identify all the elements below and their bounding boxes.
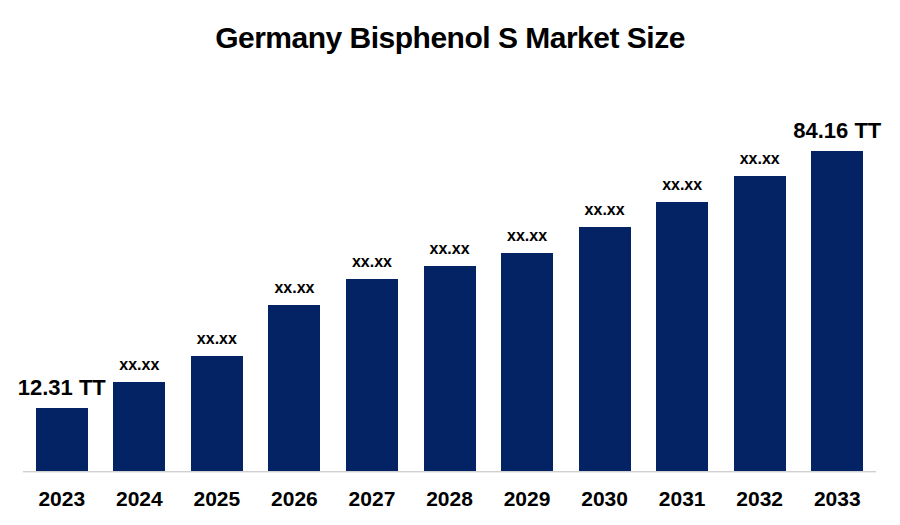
bar-value-label-2031: xx.xx <box>662 176 702 194</box>
bar-column-2027: xx.xx <box>333 253 411 471</box>
x-tick-2030: 2030 <box>566 487 644 511</box>
bar-value-label-2023: 12.31 TT <box>18 375 106 400</box>
bar-value-label-2025: xx.xx <box>197 330 237 348</box>
bar-column-2032: xx.xx <box>721 150 799 471</box>
bar-2027 <box>346 279 398 471</box>
bar-value-label-2027: xx.xx <box>352 253 392 271</box>
bar-2026 <box>268 305 320 471</box>
x-tick-2026: 2026 <box>256 487 334 511</box>
bar-column-2030: xx.xx <box>566 201 644 471</box>
bar-2024 <box>113 382 165 471</box>
x-axis-line <box>23 471 876 473</box>
bar-2029 <box>501 253 553 471</box>
x-tick-2033: 2033 <box>798 487 876 511</box>
bar-column-2031: xx.xx <box>643 176 721 471</box>
bar-2033 <box>811 151 863 471</box>
bar-column-2028: xx.xx <box>411 240 489 471</box>
x-tick-2028: 2028 <box>411 487 489 511</box>
x-tick-2032: 2032 <box>721 487 799 511</box>
plot-area: 12.31 TT xx.xx xx.xx xx.xx xx.xx xx.xx xx.xx xx… <box>23 109 876 471</box>
bar-2028 <box>424 266 476 471</box>
chart-canvas: Germany Bisphenol S Market Size 12.31 TT… <box>0 0 900 525</box>
bar-2030 <box>579 227 631 471</box>
bar-column-2024: xx.xx <box>101 356 179 471</box>
bar-value-label-2028: xx.xx <box>429 240 469 258</box>
x-axis-labels: 2023202420252026202720282029203020312032… <box>23 487 876 511</box>
bar-2031 <box>656 202 708 471</box>
chart-title: Germany Bisphenol S Market Size <box>0 21 900 54</box>
x-tick-2029: 2029 <box>488 487 566 511</box>
x-tick-2025: 2025 <box>178 487 256 511</box>
bar-value-label-2026: xx.xx <box>274 279 314 297</box>
bar-column-2023: 12.31 TT <box>23 375 101 471</box>
x-tick-2023: 2023 <box>23 487 101 511</box>
bar-value-label-2029: xx.xx <box>507 227 547 245</box>
bar-column-2029: xx.xx <box>488 227 566 471</box>
bar-value-label-2032: xx.xx <box>740 150 780 168</box>
bar-2023 <box>36 408 88 471</box>
bar-value-label-2024: xx.xx <box>119 356 159 374</box>
bar-column-2026: xx.xx <box>256 279 334 471</box>
bar-value-label-2030: xx.xx <box>585 201 625 219</box>
bar-chart: 12.31 TT xx.xx xx.xx xx.xx xx.xx xx.xx xx.xx xx… <box>23 109 876 511</box>
bar-column-2025: xx.xx <box>178 330 256 471</box>
bar-2025 <box>191 356 243 471</box>
x-tick-2031: 2031 <box>643 487 721 511</box>
x-tick-2024: 2024 <box>101 487 179 511</box>
bar-2032 <box>734 176 786 471</box>
bar-value-label-2033: 84.16 TT <box>793 118 881 143</box>
bar-column-2033: 84.16 TT <box>798 118 876 471</box>
x-tick-2027: 2027 <box>333 487 411 511</box>
